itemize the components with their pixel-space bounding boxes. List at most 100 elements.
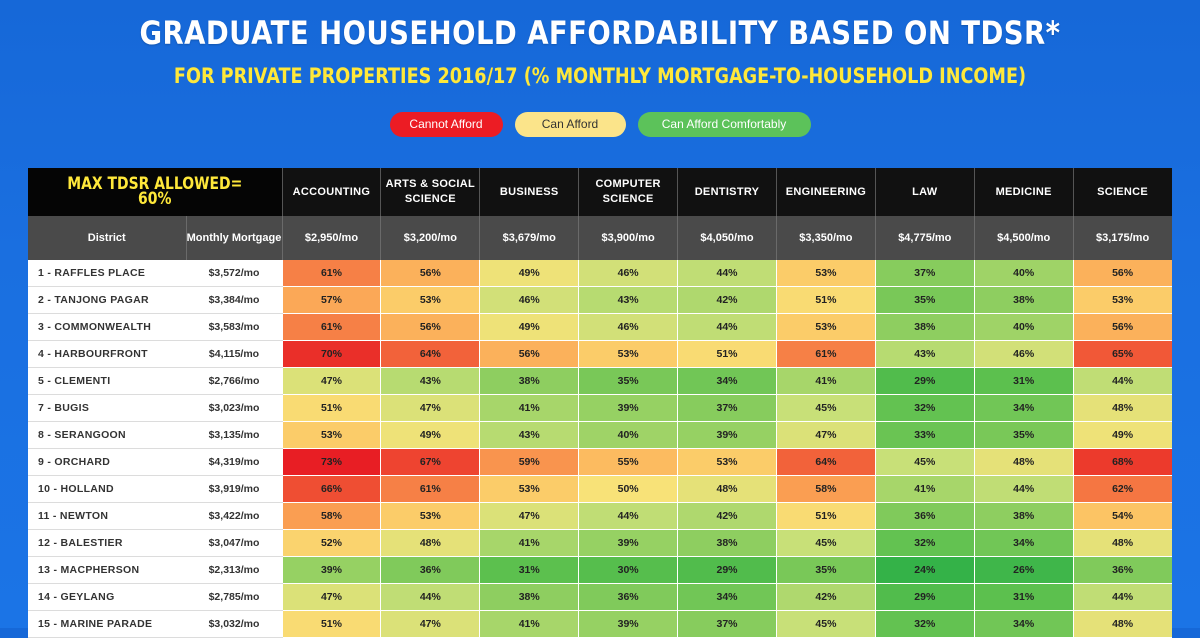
heatmap-cell: 56% <box>1073 313 1172 341</box>
course-header: MEDICINE <box>974 168 1074 216</box>
heatmap-cell: 48% <box>1073 610 1172 638</box>
legend-can-afford-comfortably: Can Afford Comfortably <box>637 112 811 137</box>
heatmap-cell: 53% <box>1073 286 1172 314</box>
heatmap-cell: 53% <box>380 286 481 314</box>
heatmap-cell: 31% <box>974 583 1074 611</box>
district-name: 7 - BUGIS <box>28 394 187 422</box>
table-row: 5 - CLEMENTI $2,766/mo 47% 43% 38% 35% 34% 41% 2… <box>28 367 1172 395</box>
heatmap-cell: 49% <box>380 421 481 449</box>
district-mortgage: $2,766/mo <box>186 367 283 395</box>
heatmap-cell: 41% <box>479 529 580 557</box>
heatmap-cell: 51% <box>282 610 382 638</box>
heatmap-cell: 59% <box>479 448 580 476</box>
heatmap-cell: 41% <box>479 394 580 422</box>
heatmap-cell: 53% <box>677 448 777 476</box>
heatmap-cell: 52% <box>282 529 382 557</box>
legend-can-afford: Can Afford <box>514 112 626 137</box>
heatmap-cell: 53% <box>776 260 876 287</box>
heatmap-cell: 56% <box>1073 260 1172 287</box>
course-header: LAW <box>875 168 975 216</box>
heatmap-cell: 43% <box>875 340 975 368</box>
heatmap-cell: 44% <box>578 502 679 530</box>
heatmap-cell: 48% <box>677 475 777 503</box>
district-mortgage: $3,572/mo <box>186 260 283 287</box>
heatmap-cell: 50% <box>578 475 679 503</box>
heatmap-cell: 49% <box>479 260 580 287</box>
heatmap-cell: 34% <box>974 610 1074 638</box>
heatmap-cell: 51% <box>776 286 876 314</box>
heatmap-cell: 36% <box>578 583 679 611</box>
table-row: 1 - RAFFLES PLACE $3,572/mo 61% 56% 49% 46% 44… <box>28 260 1172 287</box>
table-body: 1 - RAFFLES PLACE $3,572/mo 61% 56% 49% 46% 44… <box>28 260 1172 638</box>
heatmap-cell: 45% <box>776 610 876 638</box>
district-mortgage: $3,384/mo <box>186 286 283 314</box>
heatmap-cell: 47% <box>380 394 481 422</box>
heatmap-cell: 67% <box>380 448 481 476</box>
district-mortgage: $3,583/mo <box>186 313 283 341</box>
heatmap-cell: 37% <box>677 394 777 422</box>
heatmap-cell: 34% <box>677 583 777 611</box>
max-tdsr-label: MAX TDSR ALLOWED= 60% <box>28 168 283 216</box>
course-header: BUSINESS <box>479 168 580 216</box>
heatmap-cell: 39% <box>578 529 679 557</box>
heatmap-cell: 56% <box>380 260 481 287</box>
heatmap-cell: 58% <box>776 475 876 503</box>
heatmap-cell: 53% <box>479 475 580 503</box>
heatmap-cell: 35% <box>578 367 679 395</box>
district-mortgage: $2,785/mo <box>186 583 283 611</box>
heatmap-cell: 35% <box>776 556 876 584</box>
affordability-table-wrap: MAX TDSR ALLOWED= 60% ACCOUNTING ARTS & S… <box>28 168 1172 638</box>
heatmap-cell: 36% <box>1073 556 1172 584</box>
heatmap-cell: 42% <box>677 286 777 314</box>
heatmap-cell: 46% <box>578 260 679 287</box>
heatmap-cell: 55% <box>578 448 679 476</box>
course-header: SCIENCE <box>1073 168 1172 216</box>
heatmap-cell: 68% <box>1073 448 1172 476</box>
course-header: ARTS & SOCIAL SCIENCE <box>380 168 481 216</box>
course-mortgage: $3,175/mo <box>1073 216 1172 260</box>
heatmap-cell: 48% <box>974 448 1074 476</box>
heatmap-cell: 24% <box>875 556 975 584</box>
district-name: 3 - COMMONWEALTH <box>28 313 187 341</box>
heatmap-cell: 38% <box>974 502 1074 530</box>
heatmap-cell: 47% <box>282 367 382 395</box>
heatmap-cell: 29% <box>677 556 777 584</box>
district-name: 13 - MACPHERSON <box>28 556 187 584</box>
heatmap-cell: 56% <box>380 313 481 341</box>
heatmap-cell: 40% <box>974 313 1074 341</box>
heatmap-cell: 58% <box>282 502 382 530</box>
heatmap-cell: 61% <box>282 260 382 287</box>
district-mortgage: $3,135/mo <box>186 421 283 449</box>
heatmap-cell: 38% <box>479 583 580 611</box>
course-mortgage: $3,900/mo <box>578 216 679 260</box>
heatmap-cell: 26% <box>974 556 1074 584</box>
table-row: 4 - HARBOURFRONT $4,115/mo 70% 64% 56% 53% 51%… <box>28 340 1172 368</box>
heatmap-cell: 44% <box>380 583 481 611</box>
course-mortgage: $2,950/mo <box>282 216 382 260</box>
heatmap-cell: 53% <box>578 340 679 368</box>
mortgage-header: Monthly Mortgage <box>186 216 283 260</box>
district-name: 4 - HARBOURFRONT <box>28 340 187 368</box>
heatmap-cell: 46% <box>974 340 1074 368</box>
heatmap-cell: 48% <box>380 529 481 557</box>
district-name: 5 - CLEMENTI <box>28 367 187 395</box>
district-header: District <box>28 216 187 260</box>
heatmap-cell: 42% <box>677 502 777 530</box>
heatmap-cell: 37% <box>677 610 777 638</box>
heatmap-cell: 42% <box>776 583 876 611</box>
heatmap-cell: 36% <box>380 556 481 584</box>
table-row: 7 - BUGIS $3,023/mo 51% 47% 41% 39% 37% 45% 32% 3… <box>28 394 1172 422</box>
district-mortgage: $4,115/mo <box>186 340 283 368</box>
heatmap-cell: 40% <box>974 260 1074 287</box>
heatmap-cell: 53% <box>776 313 876 341</box>
heatmap-cell: 41% <box>776 367 876 395</box>
heatmap-cell: 49% <box>479 313 580 341</box>
heatmap-cell: 45% <box>776 394 876 422</box>
heatmap-cell: 29% <box>875 367 975 395</box>
table-row: 10 - HOLLAND $3,919/mo 66% 61% 53% 50% 48% 58% 4… <box>28 475 1172 503</box>
district-name: 2 - TANJONG PAGAR <box>28 286 187 314</box>
heatmap-cell: 47% <box>282 583 382 611</box>
heatmap-cell: 37% <box>875 260 975 287</box>
district-name: 9 - ORCHARD <box>28 448 187 476</box>
heatmap-cell: 32% <box>875 610 975 638</box>
